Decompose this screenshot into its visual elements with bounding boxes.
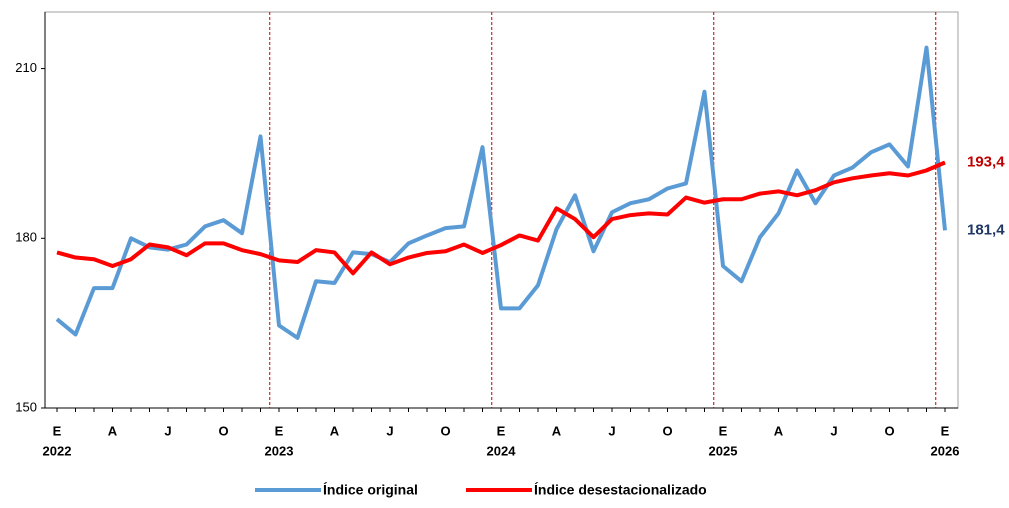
x-tick-label: E [497, 423, 506, 438]
year-label: 2025 [709, 443, 738, 458]
y-tick-label: 150 [15, 399, 37, 414]
year-label: 2026 [931, 443, 960, 458]
year-label: 2022 [43, 443, 72, 458]
x-tick-label: A [108, 423, 118, 438]
x-tick-label: J [608, 423, 615, 438]
value-label: 193,4 [967, 153, 1005, 170]
x-tick-label: E [275, 423, 284, 438]
x-tick-label: E [53, 423, 62, 438]
x-tick-label: E [941, 423, 950, 438]
x-tick-label: J [830, 423, 837, 438]
y-tick-label: 210 [15, 60, 37, 75]
year-label: 2024 [487, 443, 517, 458]
x-tick-label: O [662, 423, 672, 438]
series-line [55, 45, 947, 340]
y-tick-label: 180 [15, 230, 37, 245]
legend-label: Índice desestacionalizado [534, 482, 707, 498]
x-tick-label: J [164, 423, 171, 438]
x-tick-label: E [719, 423, 728, 438]
x-tick-label: A [774, 423, 784, 438]
x-tick-label: A [330, 423, 340, 438]
x-tick-label: O [884, 423, 894, 438]
plot-frame [44, 11, 959, 409]
series-line [56, 160, 946, 276]
legend-label: Índice original [323, 482, 418, 498]
x-tick-label: J [386, 423, 393, 438]
x-tick-label: O [218, 423, 228, 438]
x-tick-label: A [552, 423, 562, 438]
year-label: 2023 [265, 443, 294, 458]
value-label: 181,4 [967, 221, 1005, 238]
x-tick-label: O [440, 423, 450, 438]
